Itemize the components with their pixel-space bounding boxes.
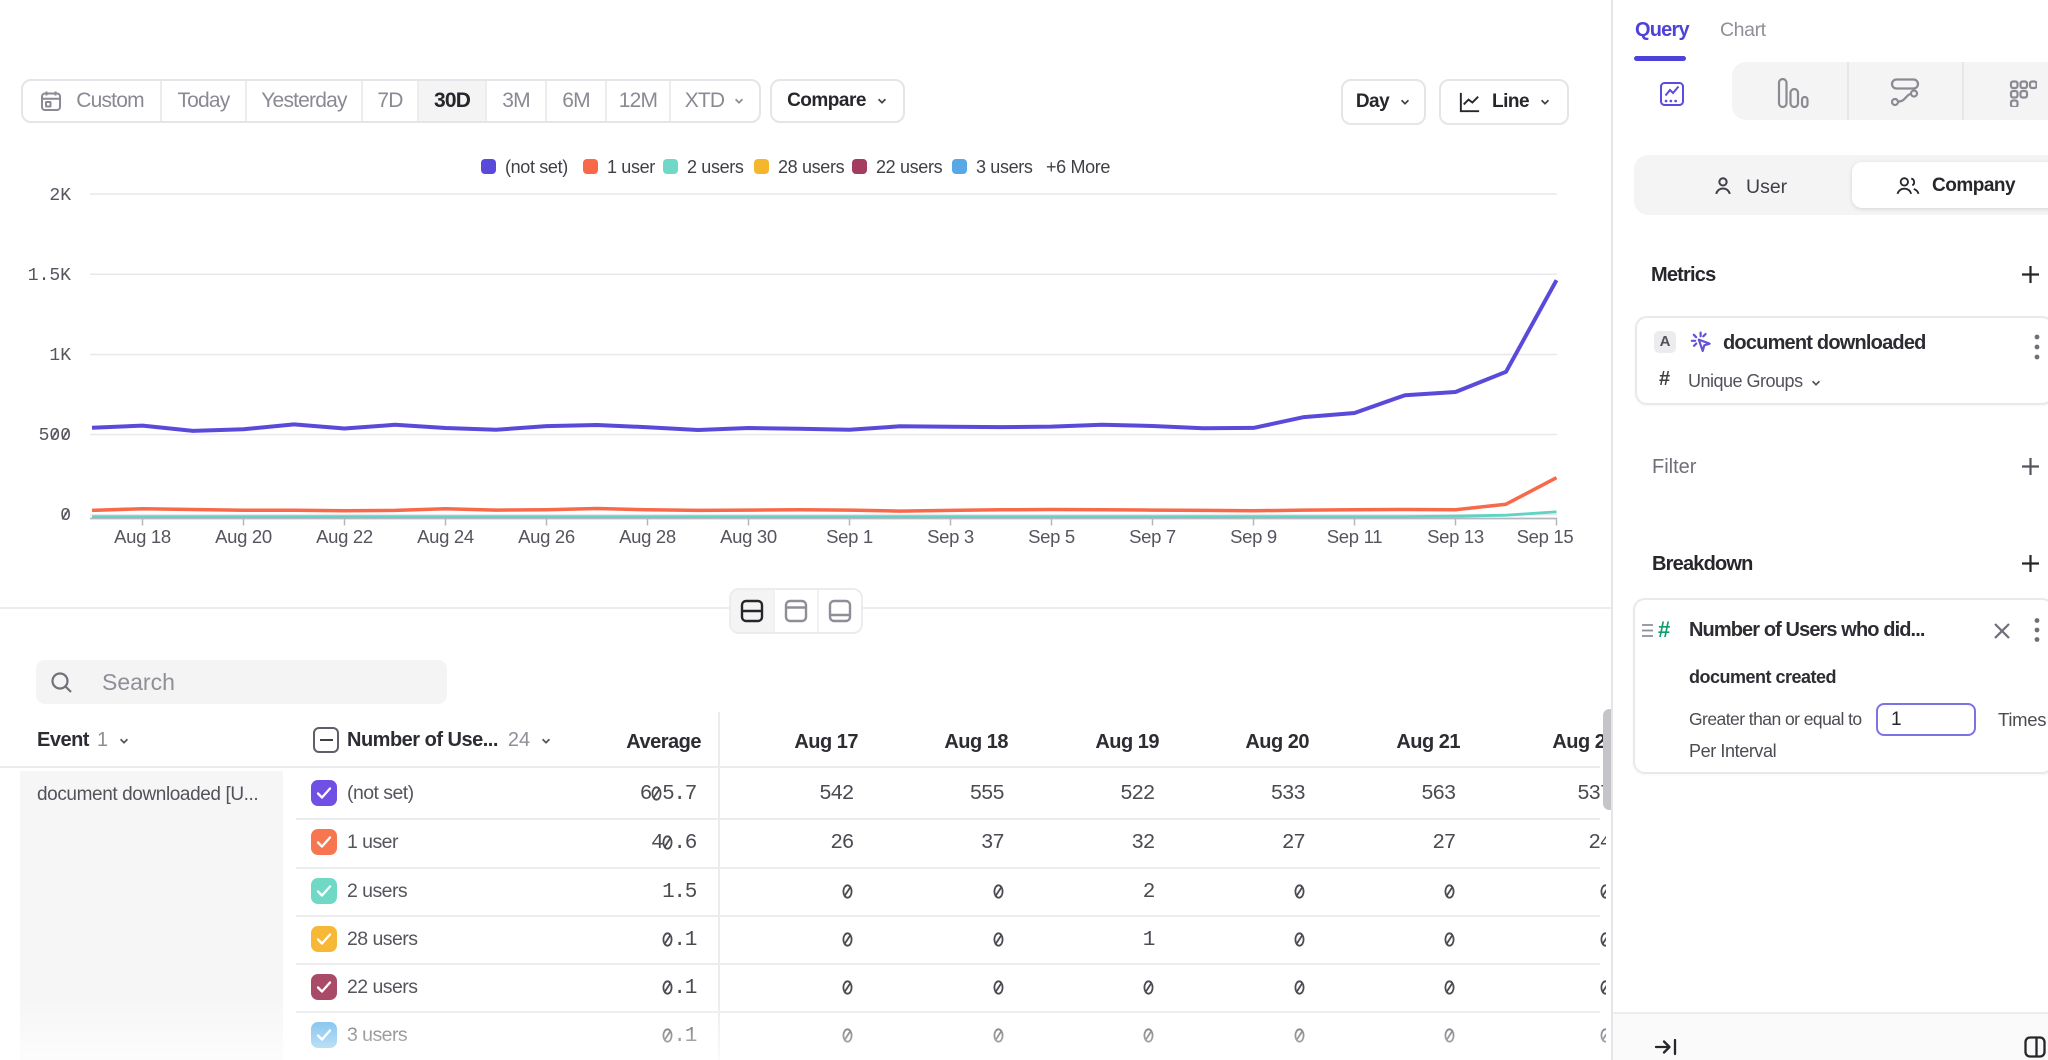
svg-text:Aug 24: Aug 24 bbox=[417, 526, 474, 547]
svg-text:Aug 26: Aug 26 bbox=[518, 526, 575, 547]
svg-text:Sep 7: Sep 7 bbox=[1129, 526, 1176, 547]
svg-text:Sep 3: Sep 3 bbox=[927, 526, 974, 547]
svg-text:500: 500 bbox=[39, 426, 71, 446]
svg-text:Sep 15: Sep 15 bbox=[1517, 526, 1574, 547]
svg-text:Sep 11: Sep 11 bbox=[1327, 526, 1382, 547]
svg-text:Aug 20: Aug 20 bbox=[215, 526, 272, 547]
svg-text:1K: 1K bbox=[49, 346, 71, 366]
svg-text:0: 0 bbox=[60, 506, 71, 526]
svg-text:Sep 1: Sep 1 bbox=[826, 526, 873, 547]
svg-text:Aug 30: Aug 30 bbox=[720, 526, 777, 547]
svg-text:1.5K: 1.5K bbox=[28, 266, 71, 286]
svg-text:Sep 13: Sep 13 bbox=[1427, 526, 1484, 547]
svg-text:Aug 28: Aug 28 bbox=[619, 526, 676, 547]
svg-text:Aug 18: Aug 18 bbox=[114, 526, 171, 547]
svg-text:2K: 2K bbox=[49, 186, 71, 206]
svg-text:Sep 5: Sep 5 bbox=[1028, 526, 1075, 547]
svg-text:Aug 22: Aug 22 bbox=[316, 526, 373, 547]
svg-text:Sep 9: Sep 9 bbox=[1230, 526, 1277, 547]
